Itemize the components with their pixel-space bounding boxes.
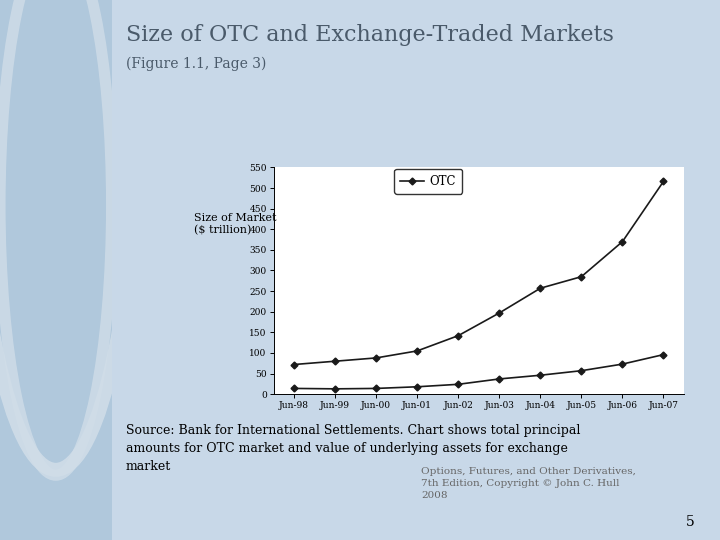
OTC	[372, 355, 380, 361]
Text: (Figure 1.1, Page 3): (Figure 1.1, Page 3)	[126, 57, 266, 71]
OTC	[618, 238, 627, 245]
Text: Options, Futures, and Other Derivatives,
7th Edition, Copyright © John C. Hull
2: Options, Futures, and Other Derivatives,…	[421, 467, 636, 500]
Legend: OTC: OTC	[395, 169, 462, 193]
Text: Source: Bank for International Settlements. Chart shows total principal
amounts : Source: Bank for International Settlemen…	[126, 424, 580, 473]
Text: Size of OTC and Exchange-Traded Markets: Size of OTC and Exchange-Traded Markets	[126, 24, 614, 46]
OTC	[660, 178, 668, 185]
Text: 5: 5	[686, 515, 695, 529]
OTC	[454, 333, 462, 339]
OTC	[289, 361, 299, 368]
Line: OTC: OTC	[292, 179, 666, 367]
OTC	[536, 285, 545, 292]
OTC	[413, 348, 422, 354]
OTC	[577, 273, 586, 280]
OTC	[331, 358, 340, 365]
Text: Size of Market
($ trillion): Size of Market ($ trillion)	[194, 213, 277, 235]
OTC	[495, 310, 504, 316]
